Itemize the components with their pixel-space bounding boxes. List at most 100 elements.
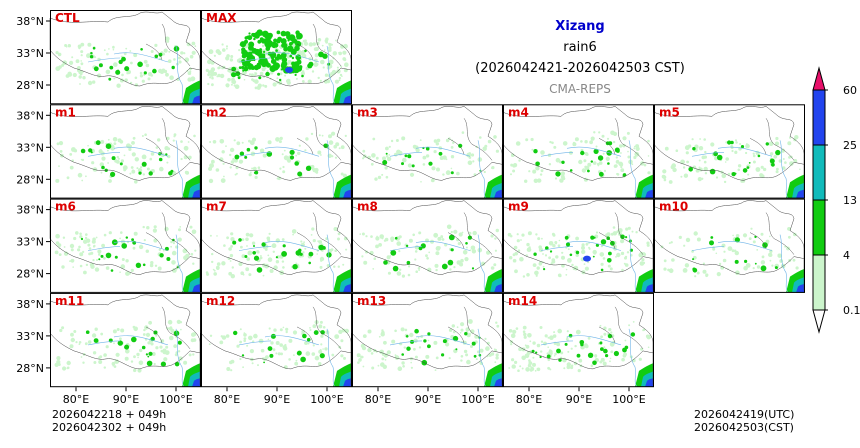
rain-light: [602, 361, 607, 366]
rain-light: [258, 338, 264, 344]
province-border: [749, 118, 795, 161]
rain-light: [600, 357, 605, 362]
rain-light: [745, 143, 750, 149]
panel-background: [201, 104, 352, 199]
rain-light: [471, 329, 474, 333]
rain-light: [71, 56, 74, 59]
panel-label: m2: [206, 105, 227, 119]
rain-light: [486, 250, 491, 255]
rain-light: [331, 353, 335, 357]
rain-light: [262, 274, 265, 277]
rain-light: [635, 153, 638, 156]
province-border: [296, 118, 342, 161]
river: [389, 234, 487, 293]
rain-light: [334, 79, 339, 84]
rain-light: [332, 51, 337, 56]
rain-light: [361, 346, 367, 351]
rain-light: [384, 359, 387, 361]
rain-light: [243, 78, 246, 81]
rain-light: [546, 352, 549, 355]
rain-light: [273, 265, 278, 270]
panel-background: [201, 292, 352, 388]
rain-light: [328, 42, 331, 46]
rain-light: [647, 139, 650, 143]
rain-corner-heavy: [192, 283, 201, 293]
rain-moderate: [610, 240, 615, 246]
rain-light: [284, 74, 287, 77]
rain-light: [470, 153, 475, 157]
rain-light: [615, 256, 617, 258]
rain-light: [774, 141, 780, 146]
rain-light: [519, 365, 522, 368]
lon-tick-label: 80°E: [63, 393, 89, 406]
rain-light: [158, 68, 163, 74]
rain-light: [686, 160, 689, 164]
rain-light: [410, 366, 413, 369]
rain-light: [131, 169, 135, 172]
rain-light: [83, 270, 87, 275]
rain-light: [186, 69, 189, 72]
rain-light: [57, 52, 62, 57]
rain-light: [169, 335, 174, 341]
rain-moderate: [247, 62, 251, 66]
rain-light: [384, 166, 388, 170]
rain-light: [479, 136, 482, 139]
rain-light: [663, 267, 667, 271]
rain-light: [87, 144, 89, 147]
rain-light: [101, 156, 106, 161]
panel-CTL: CTL: [49, 10, 201, 105]
rain-light: [554, 352, 557, 356]
rain-light: [531, 148, 534, 151]
rain-moderate: [458, 143, 463, 148]
rain-moderate: [270, 333, 276, 339]
rain-light: [327, 153, 332, 158]
rain-light: [609, 357, 612, 360]
rain-moderate: [450, 248, 454, 252]
rain-light: [72, 259, 75, 262]
rain-light: [230, 83, 233, 86]
rain-moderate: [280, 38, 287, 45]
lat-tick-label: 33°N: [16, 141, 44, 154]
rain-light: [338, 79, 341, 82]
rain-moderate: [625, 236, 628, 239]
rain-light: [372, 268, 375, 270]
rain-light: [525, 367, 530, 372]
rain-light: [756, 265, 761, 269]
rain-light: [282, 170, 286, 174]
rain-light: [433, 232, 439, 238]
rain-moderate: [171, 65, 175, 70]
rain-moderate: [597, 155, 604, 161]
rain-light: [748, 237, 752, 240]
rain-moderate: [174, 361, 180, 367]
rain-light: [550, 262, 553, 265]
rain-light: [560, 356, 563, 359]
rain-light: [413, 347, 416, 351]
rain-moderate: [252, 251, 256, 255]
rain-light: [409, 172, 415, 177]
rain-light: [192, 353, 195, 356]
rain-light: [401, 274, 405, 278]
rain-light: [380, 362, 385, 367]
rain-moderate: [281, 251, 287, 257]
lat-tick-label: 38°N: [16, 298, 44, 311]
rain-light: [207, 59, 212, 65]
rain-light: [94, 56, 97, 59]
rain-moderate: [246, 35, 250, 39]
rain-light: [775, 170, 779, 174]
rain-light: [205, 271, 209, 274]
rain-light: [722, 258, 727, 263]
rain-light: [191, 50, 196, 55]
rain-light: [80, 158, 83, 161]
rain-moderate: [411, 164, 415, 168]
rain-light: [428, 251, 431, 254]
rain-light: [229, 147, 235, 153]
rain-light: [367, 347, 372, 353]
rain-light: [593, 131, 596, 134]
rain-moderate: [244, 60, 249, 65]
rain-light: [363, 260, 368, 265]
rain-light: [100, 171, 103, 174]
rain-light: [517, 369, 520, 372]
rain-light: [514, 360, 518, 364]
province-border: [447, 212, 493, 255]
panel-m10: m10: [653, 198, 805, 293]
